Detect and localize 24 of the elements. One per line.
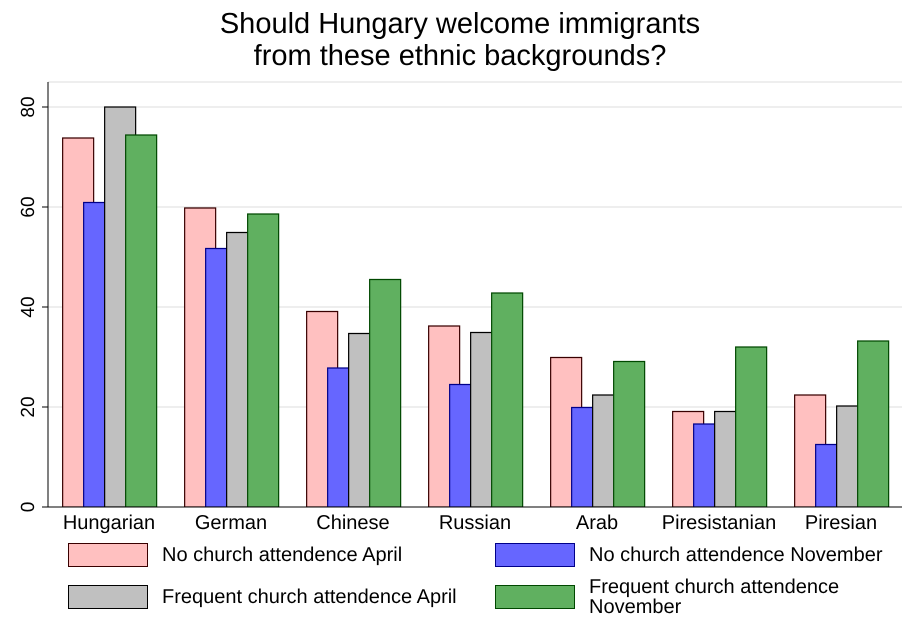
bar bbox=[491, 292, 524, 507]
legend-label: No church attendence November bbox=[589, 544, 882, 566]
bar bbox=[857, 340, 890, 507]
legend-label: Frequent church attendence April bbox=[162, 586, 457, 608]
x-tick-label: Russian bbox=[438, 512, 512, 534]
bar bbox=[613, 360, 646, 507]
chart-title: Should Hungary welcome immigrants from these ethnic backgrounds? bbox=[218, 8, 702, 72]
legend-label: No church attendence April bbox=[162, 544, 402, 566]
bar bbox=[247, 213, 280, 507]
x-tick-label: Chinese bbox=[316, 512, 390, 534]
y-tick-label: 40 bbox=[18, 296, 39, 318]
x-tick-label: Arab bbox=[576, 512, 618, 534]
bar bbox=[125, 134, 158, 507]
x-tick-label: Piresistanian bbox=[662, 512, 776, 534]
y-tick-label: 0 bbox=[18, 502, 39, 512]
x-tick-label: German bbox=[194, 512, 268, 534]
y-tick-label: 20 bbox=[18, 396, 39, 418]
x-tick-label: Hungarian bbox=[62, 512, 156, 534]
legend-label: Frequent church attendence November bbox=[589, 576, 840, 618]
x-tick-label: Piresian bbox=[804, 512, 878, 534]
bar bbox=[735, 346, 768, 507]
y-tick-label: 60 bbox=[18, 196, 39, 218]
bar bbox=[369, 278, 402, 507]
y-tick-label: 80 bbox=[18, 96, 39, 118]
